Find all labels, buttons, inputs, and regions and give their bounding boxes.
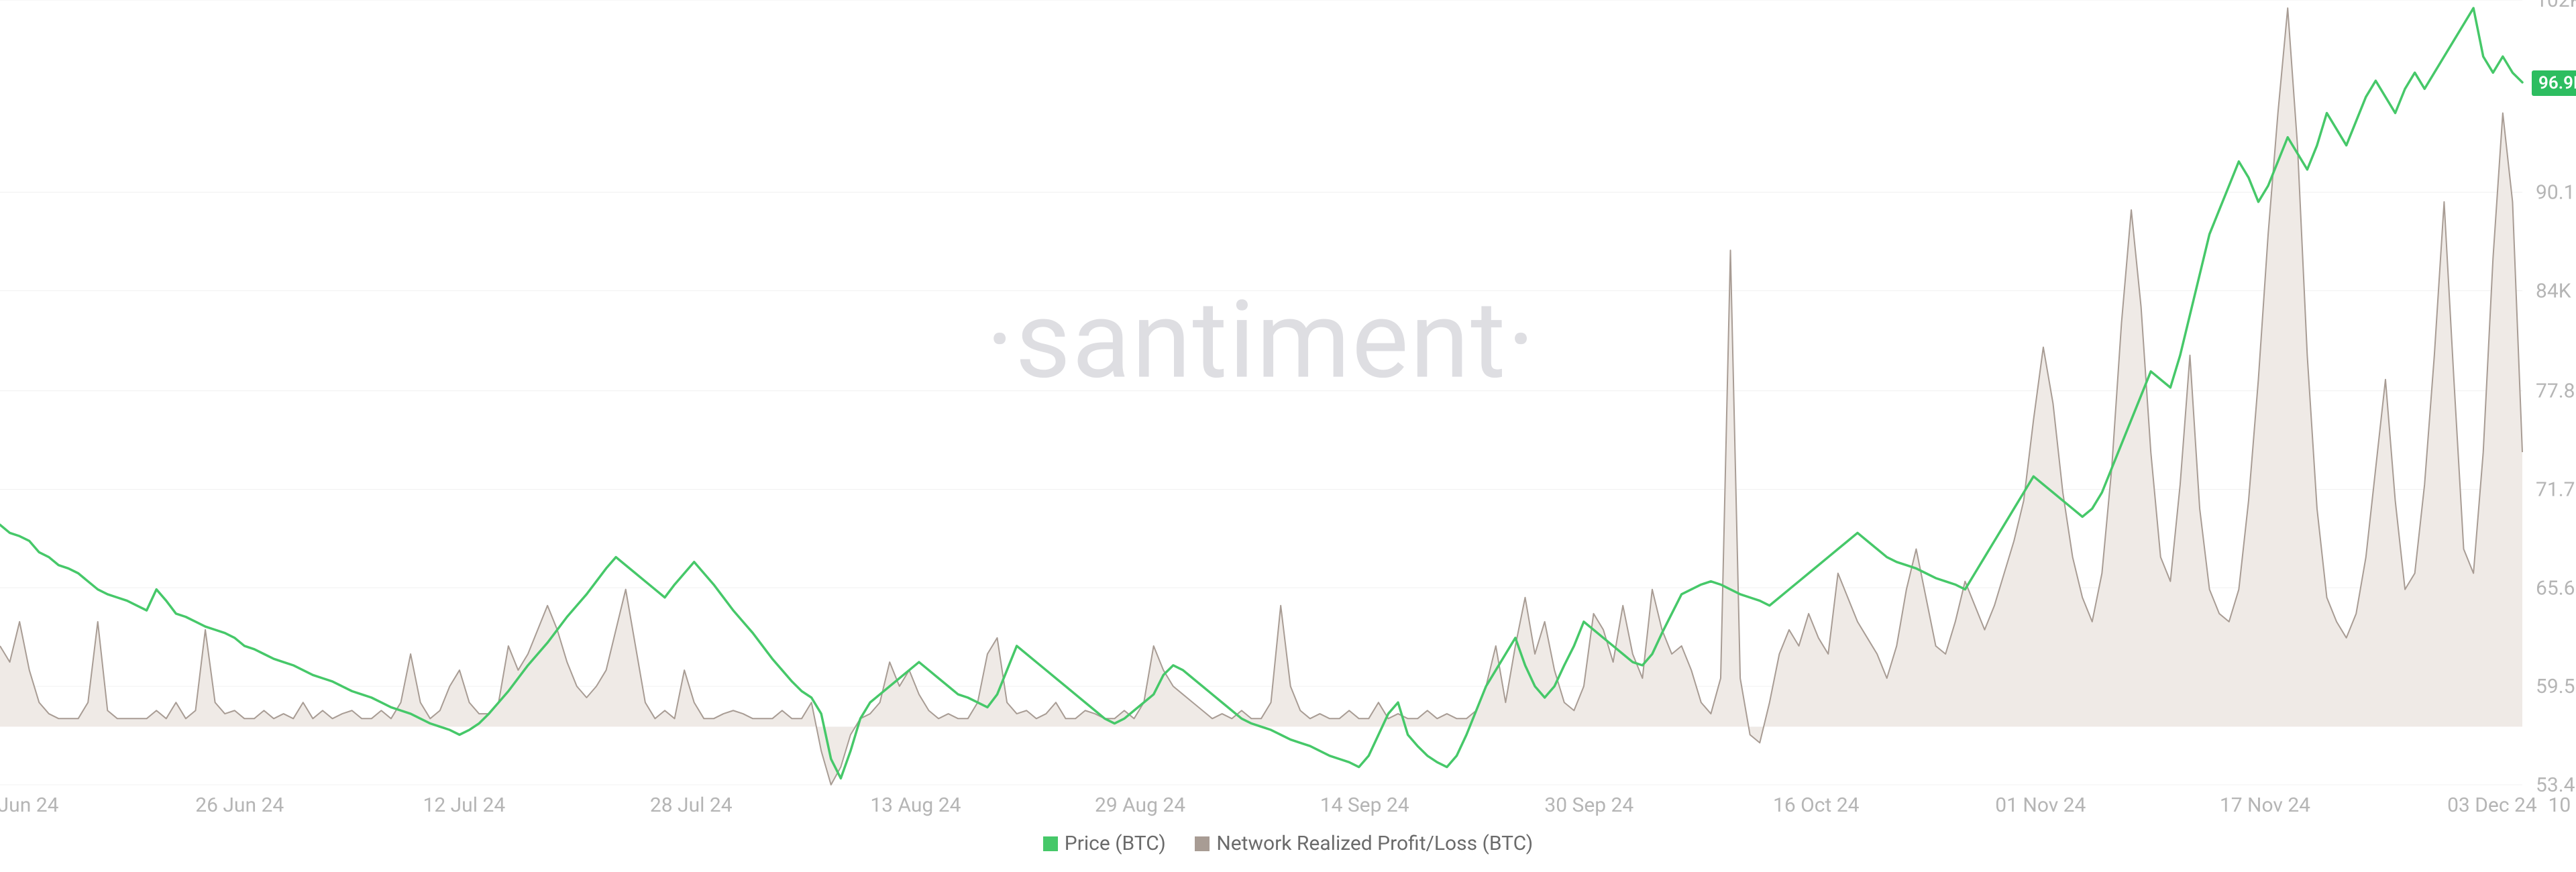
svg-text:14 Sep 24: 14 Sep 24 xyxy=(1320,794,1409,817)
svg-text:65.6K: 65.6K xyxy=(2536,576,2576,600)
legend-label-npl: Network Realized Profit/Loss (BTC) xyxy=(1216,832,1533,855)
price-badge: 96.9K xyxy=(2532,70,2576,96)
chart-svg: 53.4K59.5K65.6K71.7K77.8K84K90.1K96.9K10… xyxy=(0,0,2576,872)
svg-text:13 Aug 24: 13 Aug 24 xyxy=(870,794,961,817)
svg-text:26 Jun 24: 26 Jun 24 xyxy=(195,794,284,817)
legend-swatch-npl xyxy=(1195,836,1210,851)
svg-text:102K: 102K xyxy=(2536,0,2576,12)
svg-text:77.8K: 77.8K xyxy=(2536,380,2576,403)
svg-text:03 Dec 24: 03 Dec 24 xyxy=(2447,794,2537,817)
svg-text:28 Jul 24: 28 Jul 24 xyxy=(650,794,733,817)
svg-text:90.1K: 90.1K xyxy=(2536,180,2576,204)
svg-text:12 Jul 24: 12 Jul 24 xyxy=(423,794,505,817)
svg-text:84K: 84K xyxy=(2536,279,2571,303)
svg-text:17 Nov 24: 17 Nov 24 xyxy=(2220,794,2310,817)
legend-item-npl: Network Realized Profit/Loss (BTC) xyxy=(1195,832,1533,855)
legend-label-price: Price (BTC) xyxy=(1065,832,1166,855)
svg-text:10 Jun 24: 10 Jun 24 xyxy=(0,794,59,817)
legend: Price (BTC) Network Realized Profit/Loss… xyxy=(0,832,2576,857)
svg-text:·santiment·: ·santiment· xyxy=(986,278,1537,404)
svg-text:71.7K: 71.7K xyxy=(2536,478,2576,501)
svg-text:29 Aug 24: 29 Aug 24 xyxy=(1095,794,1185,817)
svg-text:01 Nov 24: 01 Nov 24 xyxy=(1995,794,2086,817)
svg-text:10 Dec 24: 10 Dec 24 xyxy=(2548,794,2576,817)
svg-text:59.5K: 59.5K xyxy=(2536,675,2576,698)
legend-swatch-price xyxy=(1043,836,1058,851)
legend-item-price: Price (BTC) xyxy=(1043,832,1166,855)
price-badge-value: 96.9K xyxy=(2538,73,2576,93)
btc-price-npl-chart: 53.4K59.5K65.6K71.7K77.8K84K90.1K96.9K10… xyxy=(0,0,2576,872)
svg-text:16 Oct 24: 16 Oct 24 xyxy=(1773,794,1860,817)
svg-text:30 Sep 24: 30 Sep 24 xyxy=(1544,794,1633,817)
